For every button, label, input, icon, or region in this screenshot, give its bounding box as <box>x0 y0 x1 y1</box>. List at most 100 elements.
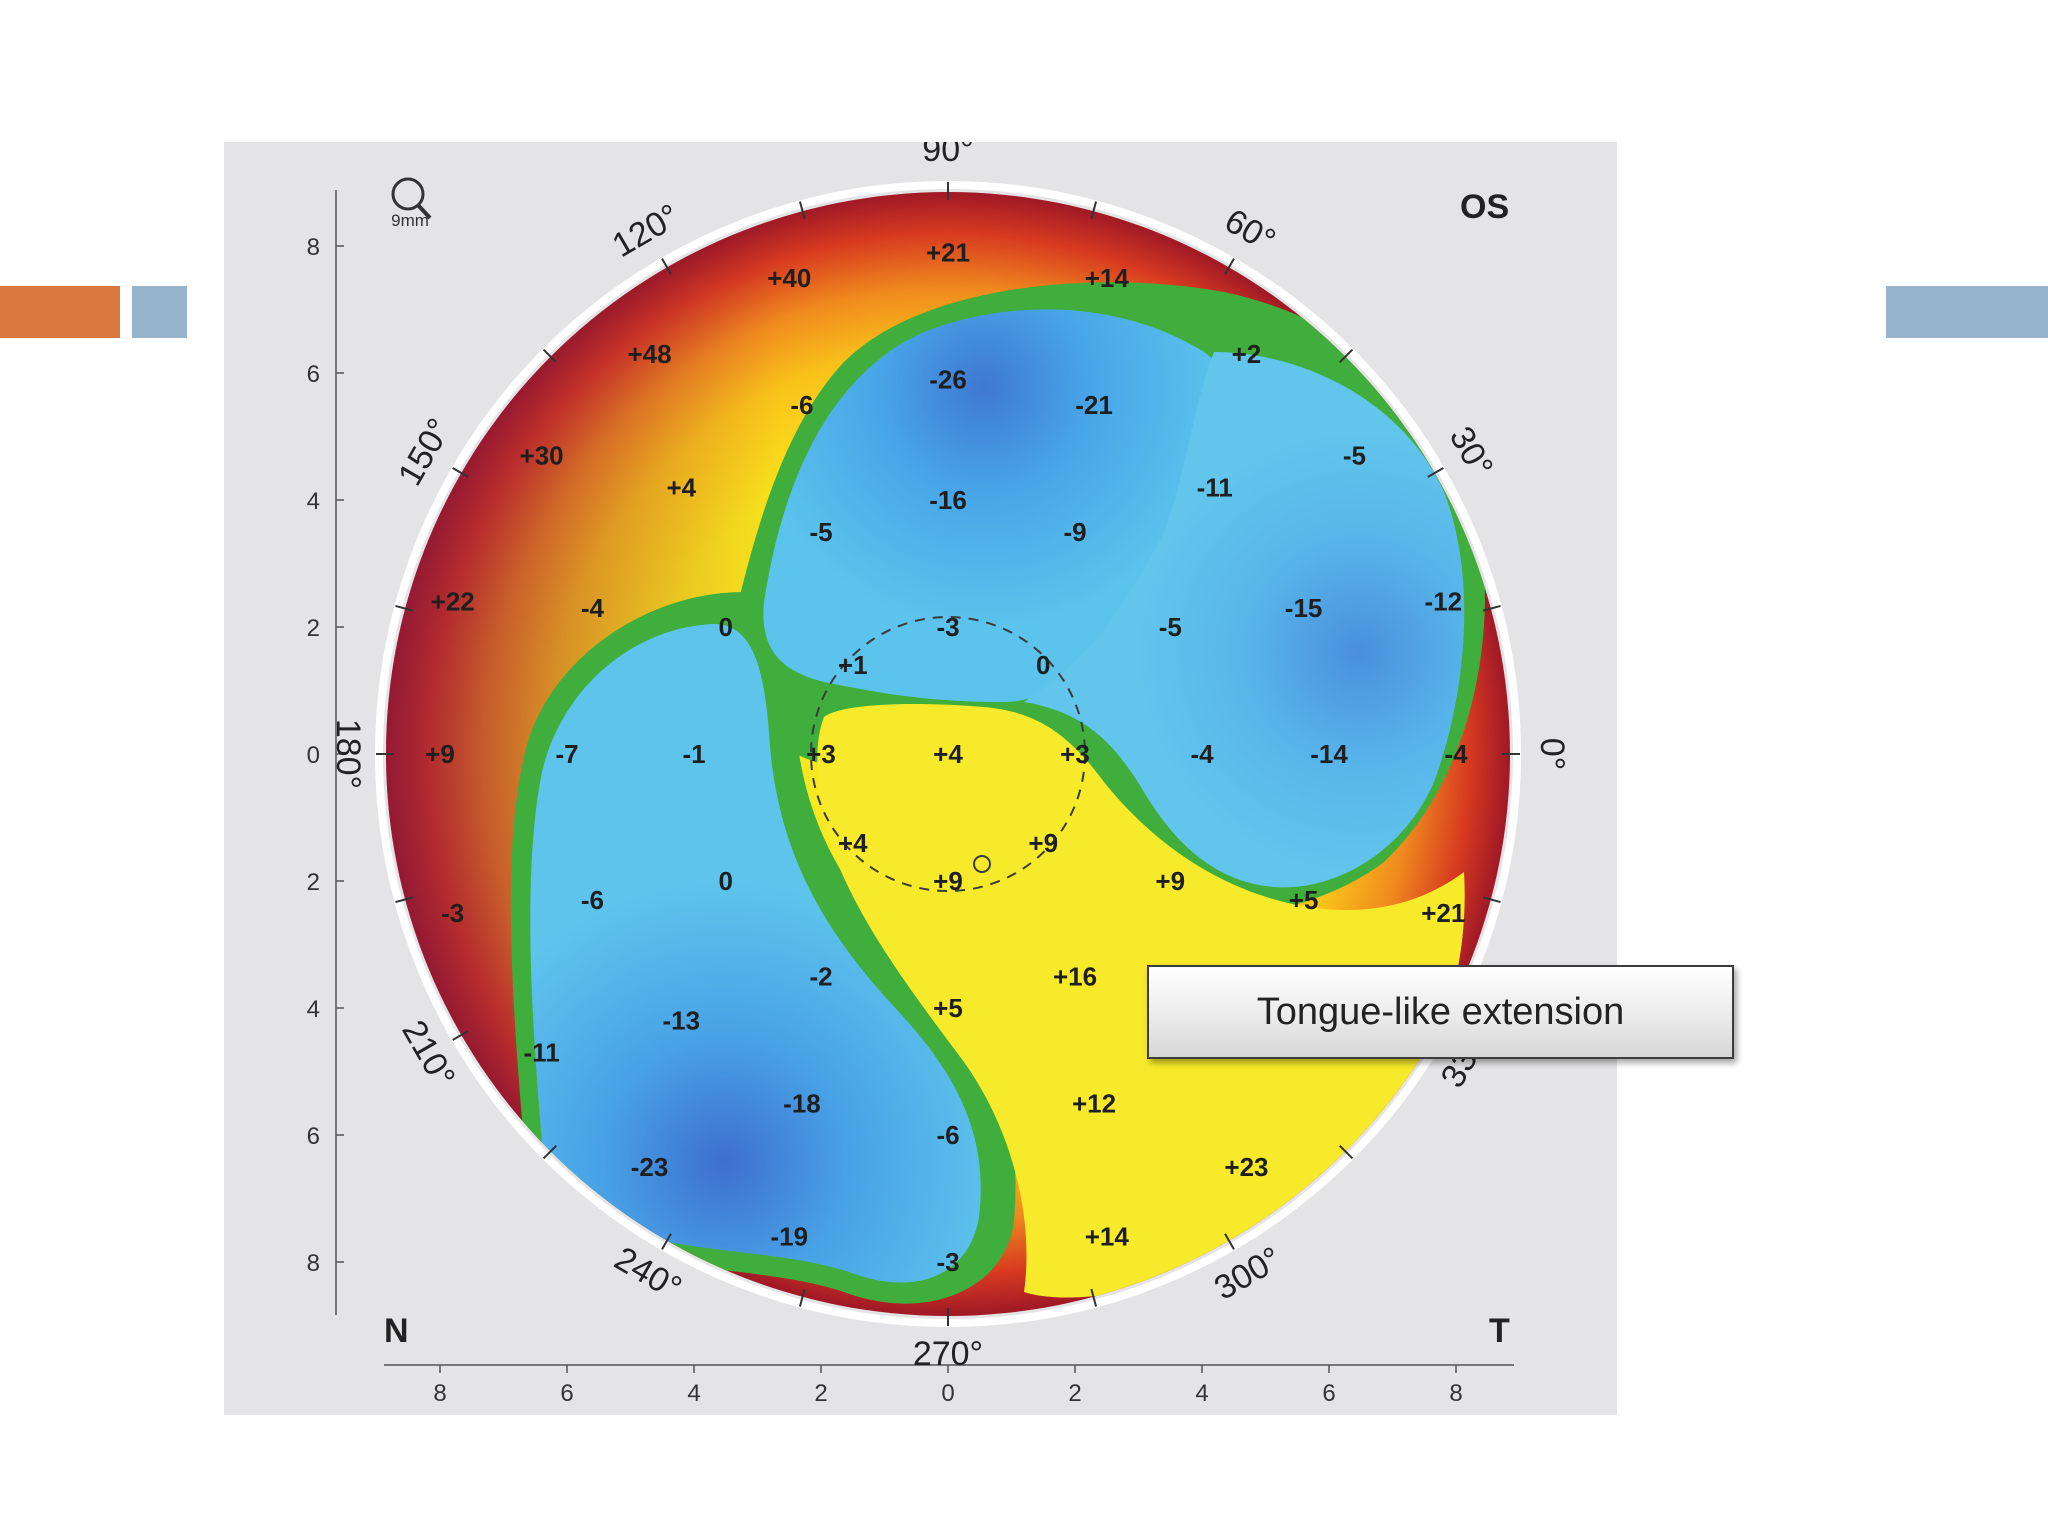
angle-tick <box>798 1288 806 1307</box>
elevation-value: +9 <box>933 866 963 896</box>
elevation-value: +3 <box>806 739 836 769</box>
elevation-value: 0 <box>719 612 733 642</box>
elevation-value: -4 <box>1444 739 1468 769</box>
elevation-value: +4 <box>666 472 696 502</box>
angle-tick <box>661 1233 672 1250</box>
elevation-value: -12 <box>1425 587 1463 617</box>
elevation-value: +48 <box>627 339 671 369</box>
blue-zone-top <box>763 309 1228 702</box>
elevation-value: -5 <box>1343 441 1366 471</box>
elevation-value: -6 <box>790 390 813 420</box>
y-axis-tick-label: 6 <box>307 361 320 388</box>
elevation-value: +9 <box>425 739 455 769</box>
angle-label: 30° <box>1442 420 1501 484</box>
elevation-value: -15 <box>1285 593 1323 623</box>
elevation-value: -11 <box>1197 472 1233 502</box>
y-axis-tick-label: 4 <box>307 488 320 515</box>
y-axis: 8 6 4 2 0 2 4 6 8 <box>307 190 344 1315</box>
elevation-value: -2 <box>809 961 832 991</box>
elevation-value: -3 <box>441 898 464 928</box>
elevation-value: -9 <box>1063 517 1086 547</box>
elevation-value: 0 <box>1036 650 1050 680</box>
elevation-value: +23 <box>1224 1152 1268 1182</box>
elevation-value: -1 <box>682 739 705 769</box>
accent-bar-orange <box>0 286 120 338</box>
temporal-label: T <box>1489 1312 1510 1350</box>
elevation-value: +21 <box>926 237 970 267</box>
angle-tick <box>1482 604 1501 612</box>
elevation-value: +22 <box>431 587 475 617</box>
x-axis-tick-label: 0 <box>941 1380 954 1407</box>
angle-tick <box>798 201 806 220</box>
y-axis-tick-label: 2 <box>307 869 320 896</box>
elevation-value: +5 <box>933 993 963 1023</box>
angle-tick <box>542 348 557 363</box>
elevation-value: -26 <box>929 364 967 394</box>
angle-tick <box>1224 1233 1235 1250</box>
elevation-value: +30 <box>520 441 564 471</box>
elevation-value: +4 <box>933 739 963 769</box>
elevation-value: +21 <box>1421 898 1465 928</box>
elevation-value: +5 <box>1289 885 1319 915</box>
angle-tick <box>1482 896 1501 904</box>
elevation-value: -3 <box>936 1247 959 1277</box>
elevation-value: -11 <box>524 1037 560 1067</box>
nasal-label: N <box>384 1312 409 1350</box>
x-axis-tick-label: 6 <box>1322 1380 1335 1407</box>
elevation-value: +4 <box>838 828 868 858</box>
angle-tick <box>452 467 469 478</box>
elevation-value: -3 <box>936 612 959 642</box>
elevation-value: +40 <box>767 263 811 293</box>
elevation-value: +2 <box>1232 339 1262 369</box>
elevation-value: 0 <box>719 866 733 896</box>
blue-zone-left <box>530 624 981 1283</box>
y-axis-tick-label: 4 <box>307 996 320 1023</box>
accent-bar-blue-left <box>132 286 187 338</box>
x-axis: 8 6 4 2 0 2 4 6 8 <box>384 1364 1514 1407</box>
elevation-value: -21 <box>1075 390 1113 420</box>
y-axis-tick-label: 6 <box>307 1123 320 1150</box>
elevation-value: -5 <box>1159 612 1182 642</box>
x-axis-tick-label: 2 <box>1068 1380 1081 1407</box>
elevation-value: +9 <box>1028 828 1058 858</box>
angle-label: 270° <box>913 1335 983 1373</box>
magnifier-icon <box>391 177 432 220</box>
central-warm-zone <box>817 704 1465 1298</box>
y-axis-tick-label: 8 <box>307 1250 320 1277</box>
y-axis-tick-label: 8 <box>307 234 320 261</box>
angle-label: 60° <box>1218 202 1282 261</box>
x-axis-tick-label: 4 <box>687 1380 700 1407</box>
elevation-value: +14 <box>1085 1222 1130 1252</box>
elevation-value: -18 <box>783 1088 821 1118</box>
angle-tick <box>395 896 414 904</box>
angle-tick <box>661 258 672 275</box>
elevation-value: -19 <box>770 1222 808 1252</box>
elevation-value: -7 <box>555 739 578 769</box>
angle-label: 90° <box>922 142 973 169</box>
x-axis-tick-label: 2 <box>814 1380 827 1407</box>
elevation-values: +21+40 +14+48 +2-26-6 -21+30 -5+4 -11-16-5 -9+… <box>425 237 1468 1277</box>
angle-tick <box>395 604 414 612</box>
blue-zone-right <box>1024 352 1465 888</box>
y-axis-tick-label: 0 <box>307 742 320 769</box>
pupil-center-marker <box>973 855 991 873</box>
elevation-value: -16 <box>929 485 967 515</box>
angle-tick <box>1427 467 1444 478</box>
x-axis-tick-label: 8 <box>1449 1380 1462 1407</box>
elevation-value: -5 <box>809 517 832 547</box>
elevation-value: -23 <box>631 1152 669 1182</box>
angle-label: 180° <box>329 719 367 789</box>
x-axis-tick-label: 6 <box>560 1380 573 1407</box>
angle-tick <box>1090 201 1098 220</box>
angle-tick <box>1339 348 1354 363</box>
angle-tick <box>1339 1145 1354 1160</box>
elevation-value: -4 <box>581 593 605 623</box>
elevation-value: -13 <box>663 1006 701 1036</box>
eye-label: OS <box>1460 188 1509 226</box>
scale-label: 9mm <box>391 211 429 230</box>
elevation-value: -6 <box>581 885 604 915</box>
elevation-value: +14 <box>1085 263 1130 293</box>
elevation-value: +1 <box>838 650 868 680</box>
elevation-value: +12 <box>1072 1088 1116 1118</box>
